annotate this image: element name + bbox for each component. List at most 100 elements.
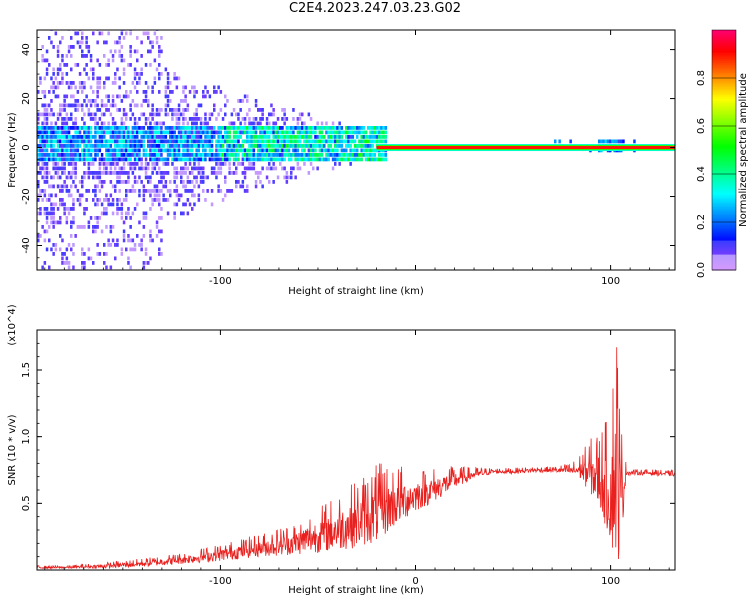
spectrogram-cell	[45, 144, 49, 148]
spectrogram-cell	[149, 144, 152, 148]
spectrogram-cell	[122, 229, 126, 234]
spectrogram-cell	[105, 265, 108, 270]
spectrogram-cell	[153, 153, 157, 157]
spectrogram-cell	[129, 144, 132, 148]
spectrogram-cell	[239, 135, 242, 139]
spectrogram-cell	[114, 139, 117, 144]
spectrogram-cell	[85, 171, 88, 175]
spectrogram-cell	[131, 211, 135, 216]
spectrogram-cell	[142, 31, 146, 36]
spectrogram-cell	[74, 184, 77, 189]
spectrogram-cell	[186, 130, 190, 135]
spectrogram-cell	[56, 130, 60, 135]
spectrogram-cell	[186, 198, 190, 202]
spectrogram-cell	[43, 229, 47, 234]
spectrogram-cell	[105, 193, 108, 198]
spectrogram-cell	[158, 135, 161, 139]
spectrogram-cell	[373, 157, 377, 162]
spectrogram-cell	[129, 216, 132, 220]
spectrogram-cell	[224, 148, 227, 153]
spectrogram-cell	[369, 130, 372, 135]
spectrogram-cell	[138, 144, 141, 148]
spectrogram-cell	[149, 126, 152, 130]
spectrogram-cell	[76, 31, 80, 36]
spectrogram-cell	[283, 157, 286, 162]
spectrogram-cell	[224, 94, 227, 99]
spectrogram-cell	[81, 139, 84, 144]
spectrogram-cell	[160, 121, 163, 126]
spectrogram-cell	[259, 126, 262, 130]
spectrogram-cell	[144, 216, 148, 220]
spectrogram-cell	[129, 63, 132, 67]
spectrogram-cell	[41, 126, 44, 130]
spectrogram-cell	[144, 153, 148, 157]
spectrogram-cell	[349, 157, 352, 162]
spectrogram-cell	[243, 153, 247, 157]
spectrogram-cell	[131, 247, 135, 252]
spectrogram-cell	[164, 94, 168, 99]
spectrogram-cell	[147, 175, 150, 180]
spectrogram-cell	[50, 211, 53, 216]
spectrogram-cell	[122, 81, 126, 85]
spectrogram-cell	[219, 153, 223, 157]
spectrogram-cell	[70, 135, 73, 139]
spectrogram-cell	[83, 171, 86, 175]
spectrogram-cell	[87, 162, 91, 166]
colorbar-tick-label: 0.0	[696, 262, 707, 278]
spectrogram-cell	[107, 76, 110, 81]
spectrogram-cell	[274, 148, 278, 153]
spectrogram-cell	[41, 130, 44, 135]
spectrogram-cell	[305, 130, 308, 135]
spectrogram-cell	[116, 139, 119, 144]
spectrogram-cell	[50, 40, 53, 45]
spectrogram-cell	[96, 144, 99, 148]
spectrogram-cell	[98, 126, 102, 130]
spectrogram-cell	[281, 130, 284, 135]
colorbar-segment	[712, 94, 736, 97]
spectrogram-cell	[98, 162, 102, 166]
spectrogram-cell	[279, 126, 282, 130]
spectrogram-cell	[347, 153, 350, 157]
spectrogram-cell	[45, 58, 49, 63]
spectrogram-cell	[188, 157, 192, 162]
spectrogram-cell	[175, 184, 179, 189]
spectrogram-cell	[171, 139, 174, 144]
spectrogram-cell	[356, 135, 359, 139]
spectrogram-cell	[268, 135, 271, 139]
spectrogram-cell	[147, 180, 150, 184]
spectrogram-cell	[116, 207, 119, 211]
spectrogram-cell	[303, 130, 306, 135]
spectrogram-cell	[609, 139, 612, 144]
spectrogram-cell	[204, 135, 207, 139]
spectrogram-cell	[182, 135, 185, 139]
spectrogram-cell	[103, 211, 106, 216]
spectrogram-cell	[100, 99, 104, 103]
spectrogram-cell	[206, 175, 209, 180]
spectrogram-cell	[87, 225, 91, 229]
spectrogram-cell	[221, 139, 225, 144]
spectrogram-cell	[96, 130, 99, 135]
spectrogram-cell	[45, 162, 49, 166]
spectrogram-cell	[54, 148, 58, 153]
spectrogram-cell	[175, 193, 179, 198]
spectrogram-cell	[122, 108, 126, 112]
spectrogram-cell	[241, 126, 245, 130]
spectrogram-cell	[334, 157, 337, 162]
spectrogram-cell	[56, 54, 60, 58]
spectrogram-cell	[149, 207, 152, 211]
spectrogram-cell	[169, 126, 172, 130]
spectrogram-cell	[94, 103, 97, 108]
spectrogram-cell	[52, 139, 55, 144]
spectrogram-cell	[193, 112, 196, 117]
spectrogram-cell	[96, 108, 99, 112]
spectrogram-cell	[70, 94, 73, 99]
spectrogram-cell	[153, 121, 157, 126]
spectrogram-cell	[39, 139, 42, 144]
spectrogram-cell	[219, 130, 223, 135]
snr-x-tick-label: 0	[412, 576, 418, 587]
spectrogram-cell	[147, 31, 150, 36]
spectrogram-cell	[127, 148, 130, 153]
spectrogram-cell	[164, 90, 168, 94]
spectrogram-cell	[155, 36, 159, 40]
spectrogram-cell	[235, 184, 238, 189]
